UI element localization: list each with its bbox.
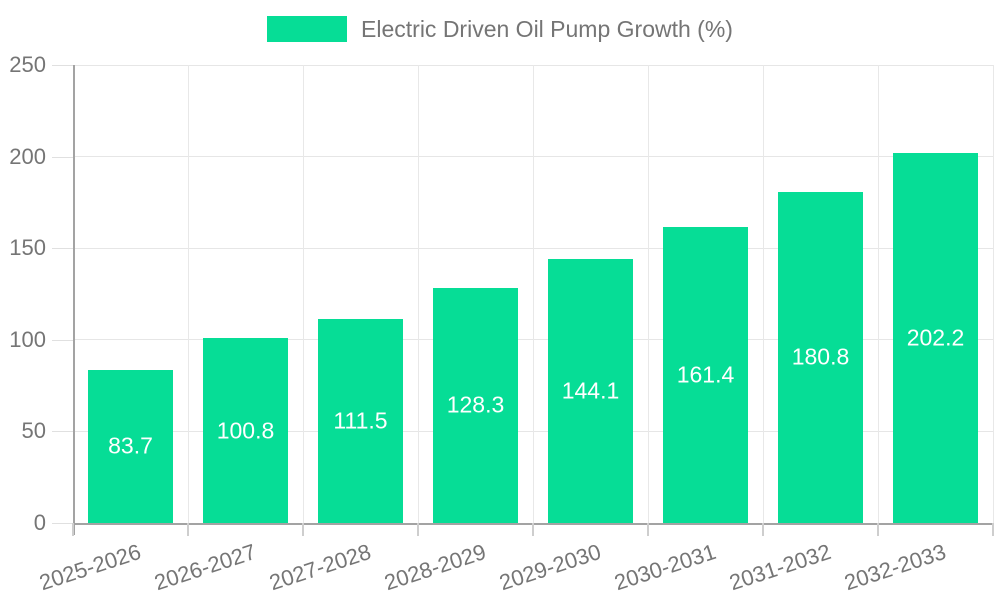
y-axis-tick [52, 248, 73, 250]
x-gridline [647, 65, 649, 523]
y-axis-tick-label: 200 [9, 143, 46, 169]
x-axis-tick [187, 523, 189, 536]
y-axis-line [73, 65, 75, 535]
y-axis-tick [52, 523, 73, 524]
y-axis-tick-label: 100 [9, 326, 46, 352]
x-gridline [877, 65, 879, 523]
x-axis-tick-label: 2029-2030 [496, 539, 605, 596]
bar[interactable]: 83.7 [88, 369, 173, 523]
x-axis-tick [417, 523, 419, 536]
bar[interactable]: 161.4 [663, 227, 748, 523]
bar[interactable]: 111.5 [318, 318, 403, 523]
x-axis-tick-label: 2026-2027 [151, 539, 260, 596]
bar-value-label: 144.1 [561, 377, 620, 404]
y-axis-tick-label: 0 [33, 510, 46, 535]
y-axis-tick [52, 65, 73, 66]
bar[interactable]: 180.8 [778, 191, 863, 523]
bar[interactable]: 128.3 [433, 287, 518, 523]
y-axis-tick [52, 156, 73, 158]
x-axis-tick-label: 2025-2026 [36, 539, 145, 596]
legend-swatch-icon [267, 16, 348, 42]
bar[interactable]: 202.2 [893, 152, 978, 523]
bar[interactable]: 100.8 [203, 338, 288, 523]
y-axis-tick [52, 431, 73, 433]
x-axis-tick-label: 2030-2031 [611, 539, 720, 596]
bar[interactable]: 144.1 [548, 259, 633, 523]
bar-value-label: 128.3 [446, 391, 505, 418]
x-axis-tick [302, 523, 304, 536]
x-gridline [187, 65, 189, 523]
bar-value-label: 100.8 [216, 417, 275, 444]
chart-legend[interactable]: Electric Driven Oil Pump Growth (%) [0, 16, 1000, 42]
x-axis-tick-label: 2028-2029 [381, 539, 490, 596]
legend-label: Electric Driven Oil Pump Growth (%) [361, 16, 733, 42]
x-axis-tick [532, 523, 534, 536]
x-axis-tick-label: 2027-2028 [266, 539, 375, 596]
bar-value-label: 180.8 [791, 343, 850, 370]
x-axis-tick-label: 2031-2032 [726, 539, 835, 596]
x-axis-tick [877, 523, 879, 536]
bar-value-label: 111.5 [333, 407, 388, 434]
x-gridline [532, 65, 534, 523]
x-axis-tick [647, 523, 649, 536]
x-axis-tick [992, 523, 994, 536]
x-gridline [762, 65, 764, 523]
x-axis-tick [72, 523, 74, 536]
y-axis-tick-label: 150 [9, 235, 46, 261]
x-axis-tick-label: 2032-2033 [841, 539, 950, 596]
y-axis-tick-label: 250 [9, 52, 46, 77]
y-axis-tick-label: 50 [21, 418, 46, 444]
x-gridline [992, 65, 994, 523]
bar-value-label: 161.4 [676, 361, 735, 388]
y-axis-tick [52, 339, 73, 341]
x-gridline [302, 65, 304, 523]
x-axis-tick [762, 523, 764, 536]
bar-value-label: 83.7 [108, 432, 153, 459]
plot-area: 83.7 100.8 111.5 128.3 144.1 161.4 180.8 202.2 [73, 64, 994, 523]
bar-value-label: 202.2 [906, 324, 965, 351]
x-gridline [417, 65, 419, 523]
